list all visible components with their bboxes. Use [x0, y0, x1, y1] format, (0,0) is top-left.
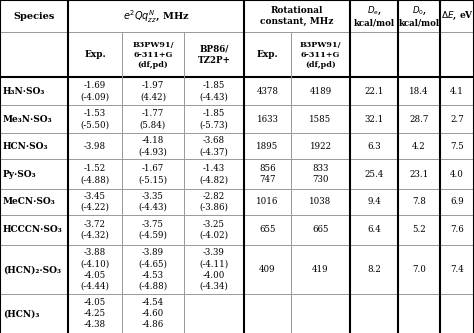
Text: Me₃N·SO₃: Me₃N·SO₃	[3, 115, 53, 124]
Text: 22.1: 22.1	[365, 87, 383, 96]
Text: 28.7: 28.7	[410, 115, 428, 124]
Text: -1.53
(-5.50): -1.53 (-5.50)	[81, 109, 109, 129]
Text: -1.85
(-4.43): -1.85 (-4.43)	[200, 81, 228, 101]
Text: -3.35
(-4.43): -3.35 (-4.43)	[138, 192, 167, 212]
Text: 9.4: 9.4	[367, 197, 381, 206]
Text: -1.43
(-4.82): -1.43 (-4.82)	[200, 164, 228, 184]
Text: $D_0$,
kcal/mol: $D_0$, kcal/mol	[399, 5, 439, 28]
Text: -1.97
(4.42): -1.97 (4.42)	[140, 81, 166, 101]
Text: 18.4: 18.4	[409, 87, 429, 96]
Text: (HCN)₃: (HCN)₃	[3, 309, 39, 318]
Text: -3.88
(-4.10)
-4.05
(-4.44): -3.88 (-4.10) -4.05 (-4.44)	[81, 248, 109, 291]
Text: Py·SO₃: Py·SO₃	[3, 169, 36, 178]
Text: 1895: 1895	[256, 142, 279, 151]
Text: -1.85
(-5.73): -1.85 (-5.73)	[200, 109, 228, 129]
Text: 833
730: 833 730	[312, 164, 329, 184]
Text: 4.2: 4.2	[412, 142, 426, 151]
Text: 4378: 4378	[256, 87, 279, 96]
Text: -3.39
(-4.11)
-4.00
(-4.34): -3.39 (-4.11) -4.00 (-4.34)	[200, 248, 228, 291]
Text: H₃N·SO₃: H₃N·SO₃	[3, 87, 46, 96]
Text: -1.69
(-4.09): -1.69 (-4.09)	[81, 81, 109, 101]
Text: BP86/
TZ2P+: BP86/ TZ2P+	[198, 45, 230, 65]
Text: 7.6: 7.6	[450, 225, 464, 234]
Text: 419: 419	[312, 265, 329, 274]
Text: 23.1: 23.1	[410, 169, 428, 178]
Text: -1.67
(-5.15): -1.67 (-5.15)	[138, 164, 168, 184]
Text: 5.2: 5.2	[412, 225, 426, 234]
Text: 6.4: 6.4	[367, 225, 381, 234]
Text: -4.05
-4.25
-4.38: -4.05 -4.25 -4.38	[84, 298, 106, 329]
Text: -3.25
(-4.02): -3.25 (-4.02)	[200, 220, 228, 240]
Text: -1.77
(5.84): -1.77 (5.84)	[140, 109, 166, 129]
Text: -4.18
(-4.93): -4.18 (-4.93)	[138, 136, 167, 156]
Text: 409: 409	[259, 265, 276, 274]
Text: 32.1: 32.1	[365, 115, 383, 124]
Text: 4189: 4189	[310, 87, 332, 96]
Text: 4.1: 4.1	[450, 87, 464, 96]
Text: 4.0: 4.0	[450, 169, 464, 178]
Text: -3.68
(-4.37): -3.68 (-4.37)	[200, 136, 228, 156]
Text: B3PW91/
6-311+G
(df,pd): B3PW91/ 6-311+G (df,pd)	[132, 41, 174, 69]
Text: Species: Species	[13, 12, 55, 21]
Text: -3.98: -3.98	[84, 142, 106, 151]
Text: -3.89
(-4.65)
-4.53
(-4.88): -3.89 (-4.65) -4.53 (-4.88)	[138, 248, 168, 291]
Text: B3PW91/
6-311+G
(df,pd): B3PW91/ 6-311+G (df,pd)	[300, 41, 341, 69]
Text: 7.5: 7.5	[450, 142, 464, 151]
Text: -2.82
(-3.86): -2.82 (-3.86)	[200, 192, 228, 212]
Text: 6.3: 6.3	[367, 142, 381, 151]
Text: $\Delta E$, eV: $\Delta E$, eV	[440, 10, 474, 22]
Text: 1633: 1633	[256, 115, 278, 124]
Text: Exp.: Exp.	[256, 50, 278, 59]
Text: -1.52
(-4.88): -1.52 (-4.88)	[81, 164, 109, 184]
Text: 1016: 1016	[256, 197, 279, 206]
Text: 665: 665	[312, 225, 329, 234]
Text: 7.8: 7.8	[412, 197, 426, 206]
Text: 655: 655	[259, 225, 276, 234]
Text: 25.4: 25.4	[365, 169, 383, 178]
Text: 7.0: 7.0	[412, 265, 426, 274]
Text: -4.54
-4.60
-4.86: -4.54 -4.60 -4.86	[142, 298, 164, 329]
Text: 856
747: 856 747	[259, 164, 276, 184]
Text: -3.75
(-4.59): -3.75 (-4.59)	[138, 220, 167, 240]
Text: 1038: 1038	[310, 197, 332, 206]
Text: 1922: 1922	[310, 142, 331, 151]
Text: Exp.: Exp.	[84, 50, 106, 59]
Text: -3.45
(-4.22): -3.45 (-4.22)	[81, 192, 109, 212]
Text: 2.7: 2.7	[450, 115, 464, 124]
Text: 6.9: 6.9	[450, 197, 464, 206]
Text: 8.2: 8.2	[367, 265, 381, 274]
Text: -3.72
(-4.32): -3.72 (-4.32)	[81, 220, 109, 240]
Text: (HCN)₂·SO₃: (HCN)₂·SO₃	[3, 265, 61, 274]
Text: HCCCN·SO₃: HCCCN·SO₃	[3, 225, 63, 234]
Text: 1585: 1585	[310, 115, 332, 124]
Text: Rotational
constant, MHz: Rotational constant, MHz	[260, 6, 334, 26]
Text: $D_{e}$,
kcal/mol: $D_{e}$, kcal/mol	[354, 5, 394, 28]
Text: MeCN·SO₃: MeCN·SO₃	[3, 197, 56, 206]
Text: $e^2Qq_{zz}^N$, MHz: $e^2Qq_{zz}^N$, MHz	[123, 8, 189, 25]
Text: HCN·SO₃: HCN·SO₃	[3, 142, 48, 151]
Text: 7.4: 7.4	[450, 265, 464, 274]
